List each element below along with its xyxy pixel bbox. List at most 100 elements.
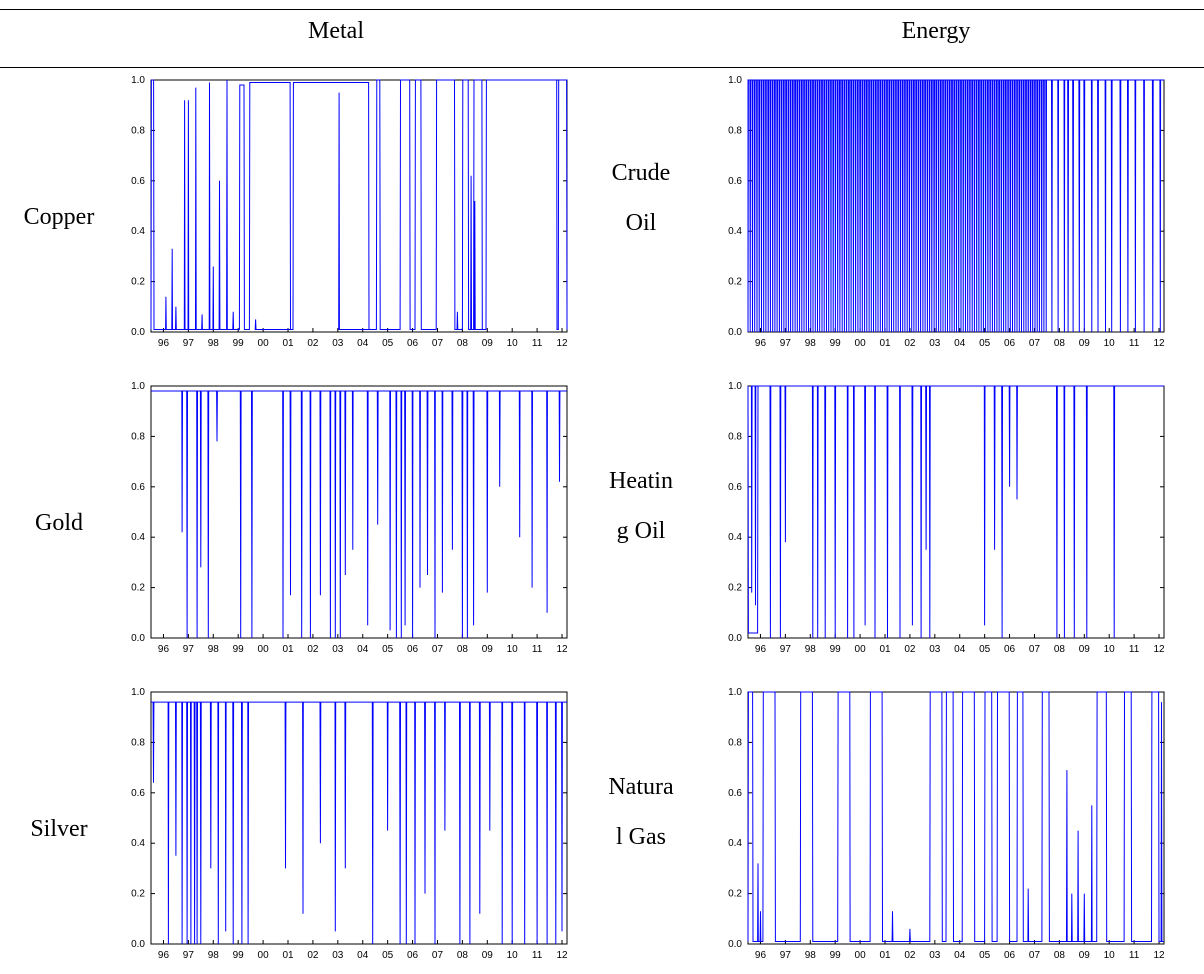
y-tick-label: 0.4 [131,532,145,543]
series-line-heating [747,385,1164,639]
row-label-copper: Copper [23,204,95,230]
x-tick-label: 07 [1029,950,1041,961]
x-tick-label: 05 [979,338,991,349]
x-tick-label: 02 [307,338,319,349]
series-line-silver [151,701,567,945]
row-label-natural-gas-line1: Natura [608,774,674,800]
x-tick-label: 98 [208,644,220,655]
x-tick-label: 05 [382,644,394,655]
y-tick-label: 0.2 [728,277,742,288]
x-tick-label: 04 [954,644,966,655]
y-tick-label: 1.0 [131,75,145,86]
chart-svg-heating: 0.0 0.2 0.4 0.6 0.8 1.0 96 97 98 99 00 01 02 03 04 05 06… [728,381,1165,655]
x-tick-label: 08 [457,950,469,961]
y-tick-label: 0.4 [131,226,145,237]
y-tick-label: 0.6 [728,482,742,493]
x-tick-label: 12 [1153,950,1165,961]
row-label-gold: Gold [35,510,83,536]
x-tick-label: 04 [954,950,966,961]
y-tick-label: 0.0 [131,327,145,338]
chart-svg-crude: 0.0 0.2 0.4 0.6 0.8 1.0 96 97 98 99 00 01 02 03 04 05 06… [728,75,1165,349]
x-tick-label: 11 [1129,644,1140,655]
x-tick-label: 97 [780,338,792,349]
x-tick-label: 08 [1054,950,1066,961]
y-tick-label: 0.8 [728,431,742,442]
x-tick-label: 11 [532,338,543,349]
y-tick-label: 0.6 [728,176,742,187]
y-tick-label: 0.0 [728,633,742,644]
table-top-rule [0,9,1204,10]
x-tick-label: 06 [407,950,419,961]
chart-natural-gas: 0.0 0.2 0.4 0.6 0.8 1.0 96 97 98 99 00 01 02 03 04 05 06… [712,684,1172,974]
x-tick-label: 05 [979,644,991,655]
x-tick-label: 99 [830,338,842,349]
x-tick-label: 03 [929,644,941,655]
chart-svg-gold: 0.0 0.2 0.4 0.6 0.8 1.0 96 97 98 99 00 01 02 03 04 05 06… [131,381,568,655]
x-tick-label: 05 [382,950,394,961]
x-tick-label: 03 [929,950,941,961]
x-tick-label: 01 [879,950,891,961]
x-tick-label: 09 [482,950,494,961]
y-tick-label: 0.4 [728,226,742,237]
x-tick-label: 97 [183,338,195,349]
row-label-heating-oil: Heatin g Oil [586,456,696,556]
row-label-heating-oil-line1: Heatin [609,468,673,494]
y-tick-label: 0.4 [728,532,742,543]
x-tick-label: 04 [357,338,369,349]
y-tick-label: 0.8 [131,125,145,136]
x-tick-label: 03 [929,338,941,349]
x-tick-label: 99 [830,644,842,655]
row-label-heating-oil-line2: g Oil [616,518,666,544]
y-tick-label: 0.6 [131,482,145,493]
x-tick-label: 03 [332,338,344,349]
y-tick-label: 1.0 [728,687,742,698]
x-tick-label: 07 [1029,644,1041,655]
x-tick-label: 10 [507,644,519,655]
x-tick-label: 06 [1004,644,1016,655]
y-tick-label: 0.2 [131,889,145,900]
x-tick-label: 97 [183,950,195,961]
x-tick-label: 05 [382,338,394,349]
y-tick-label: 1.0 [131,381,145,392]
y-tick-label: 0.4 [728,838,742,849]
x-tick-label: 07 [432,950,444,961]
x-tick-label: 00 [258,644,270,655]
x-tick-label: 04 [954,338,966,349]
y-tick-label: 0.0 [131,939,145,950]
y-tick-label: 0.4 [131,838,145,849]
x-tick-label: 02 [904,338,916,349]
x-tick-label: 02 [904,950,916,961]
y-tick-label: 0.2 [728,889,742,900]
y-tick-label: 0.0 [728,939,742,950]
series-line-natgas [747,691,1164,942]
y-tick-label: 0.2 [131,277,145,288]
plot-frame [747,691,1165,945]
table-header-rule [0,67,1204,68]
y-tick-label: 1.0 [728,381,742,392]
chart-silver: 0.0 0.2 0.4 0.6 0.8 1.0 96 97 98 99 00 01 02 03 04 05 06… [115,684,575,974]
x-tick-label: 98 [805,338,817,349]
series-line-gold [151,390,567,639]
y-tick-label: 0.8 [131,431,145,442]
chart-gold: 0.0 0.2 0.4 0.6 0.8 1.0 96 97 98 99 00 01 02 03 04 05 06… [115,378,575,668]
y-tick-label: 0.8 [728,737,742,748]
series-line-copper [150,79,568,330]
x-tick-label: 12 [1153,338,1165,349]
y-tick-label: 0.0 [131,633,145,644]
x-tick-label: 01 [282,950,294,961]
x-tick-label: 08 [457,644,469,655]
x-tick-label: 00 [258,338,270,349]
x-tick-label: 97 [183,644,195,655]
x-tick-label: 96 [755,644,767,655]
y-tick-label: 0.8 [131,737,145,748]
plot-frame [747,385,1165,639]
x-tick-label: 01 [879,644,891,655]
x-tick-label: 03 [332,644,344,655]
plot-frame [150,691,568,945]
y-tick-label: 1.0 [728,75,742,86]
chart-svg-natgas: 0.0 0.2 0.4 0.6 0.8 1.0 96 97 98 99 00 01 02 03 04 05 06… [728,687,1165,961]
x-tick-label: 96 [158,644,170,655]
chart-svg-silver: 0.0 0.2 0.4 0.6 0.8 1.0 96 97 98 99 00 01 02 03 04 05 06… [131,687,568,961]
x-tick-label: 01 [282,338,294,349]
x-tick-label: 98 [805,644,817,655]
